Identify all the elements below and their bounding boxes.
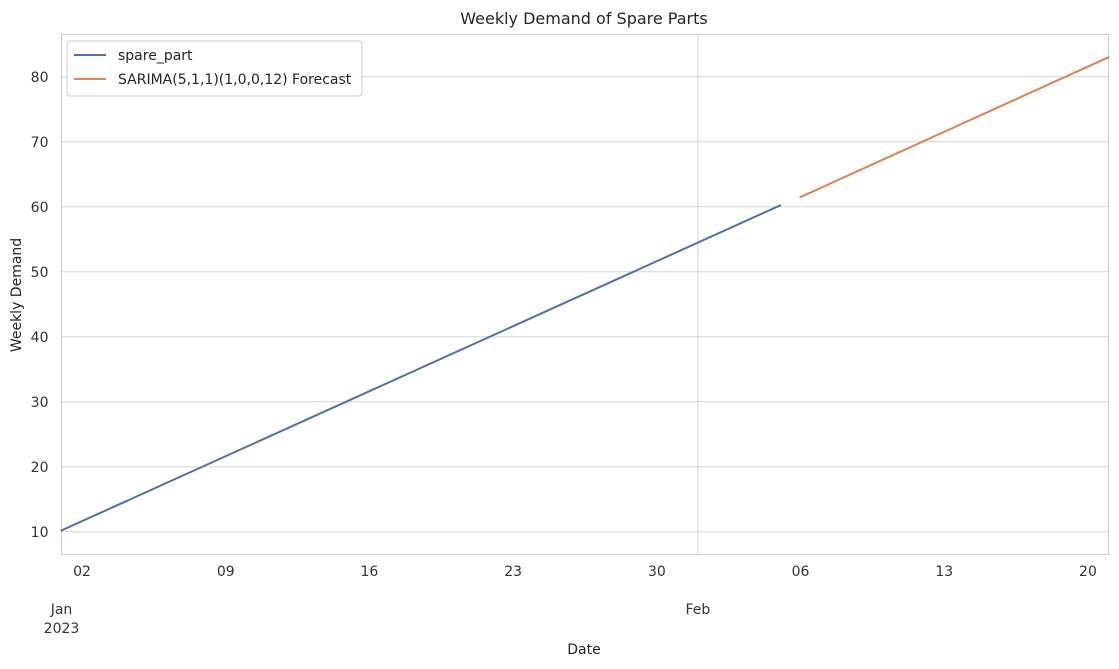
plot-area-frame xyxy=(61,34,1109,555)
x-tick-label: 23 xyxy=(504,564,522,580)
y-tick-label: 20 xyxy=(31,460,49,476)
x-axis-label: Date xyxy=(567,642,600,658)
x-tick-label: 06 xyxy=(792,564,810,580)
y-axis-ticks: 10 20 30 40 50 60 70 80 xyxy=(31,70,49,541)
series-line-1 xyxy=(799,55,1110,199)
legend-box xyxy=(66,40,363,97)
x-tick-label: 20 xyxy=(1079,564,1097,580)
x-tick-label: 13 xyxy=(935,564,953,580)
x-tick-label: 16 xyxy=(361,564,379,580)
y-tick-label: 80 xyxy=(31,70,49,86)
y-axis-label: Weekly Demand xyxy=(9,238,25,352)
y-tick-label: 40 xyxy=(31,330,49,346)
y-tick-label: 60 xyxy=(31,200,49,216)
x-major-tick-label: Jan xyxy=(50,602,73,618)
legend-label-spare-part: spare_part xyxy=(118,48,193,64)
x-major-tick-sublabel: 2023 xyxy=(44,621,80,637)
chart-title: Weekly Demand of Spare Parts xyxy=(460,9,707,28)
grid xyxy=(61,34,1109,555)
legend: spare_part SARIMA(5,1,1)(1,0,0,12) Forec… xyxy=(66,40,363,97)
y-tick-label: 70 xyxy=(31,135,49,151)
x-tick-label: 30 xyxy=(648,564,666,580)
y-tick-label: 10 xyxy=(31,525,49,541)
y-tick-label: 50 xyxy=(31,265,49,281)
x-tick-label: 02 xyxy=(73,564,91,580)
series-line-0 xyxy=(60,204,782,532)
series-lines xyxy=(60,55,1110,532)
x-axis-ticks: 02 09 16 23 30 06 13 20 Jan 2023 Feb xyxy=(44,564,1097,637)
x-major-tick-label: Feb xyxy=(686,602,711,618)
x-tick-label: 09 xyxy=(217,564,235,580)
y-tick-label: 30 xyxy=(31,395,49,411)
legend-label-forecast: SARIMA(5,1,1)(1,0,0,12) Forecast xyxy=(118,72,352,88)
